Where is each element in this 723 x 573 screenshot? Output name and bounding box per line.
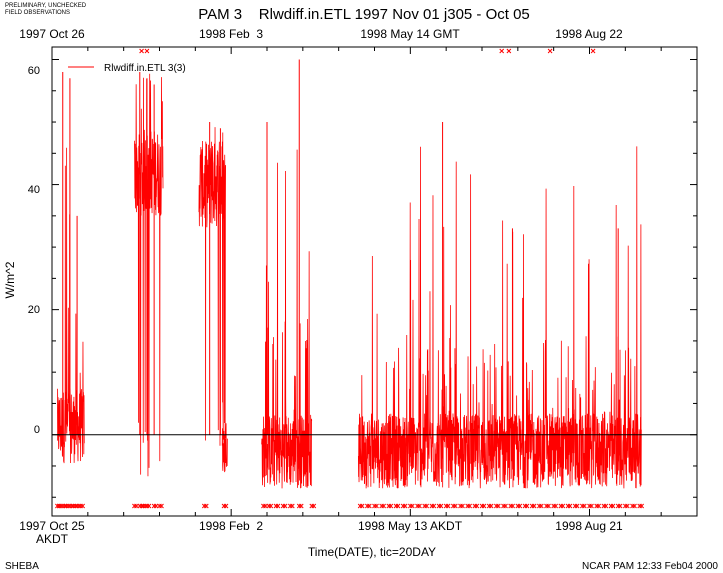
footer-left: SHEBA <box>5 561 39 572</box>
legend-label: Rlwdiff.in.ETL 3(3) <box>104 63 186 74</box>
flag-mark <box>359 503 365 509</box>
flag-mark <box>517 503 523 509</box>
notice-line-1: PRELIMINARY, UNCHECKED <box>5 3 87 9</box>
flag-mark <box>531 503 537 509</box>
flag-mark <box>481 503 487 509</box>
y-tick-label-0: 0 <box>34 424 40 436</box>
flag-mark <box>402 503 408 509</box>
flag-mark <box>203 503 209 509</box>
flag-mark <box>589 503 594 509</box>
flag-mark <box>289 503 295 509</box>
flag-mark <box>366 503 372 509</box>
flag-mark <box>146 503 152 509</box>
y-tick-label-40: 40 <box>28 184 40 196</box>
flag-mark <box>62 503 68 509</box>
flag-mark <box>275 503 281 509</box>
flag-mark <box>134 503 139 509</box>
flag-mark <box>143 503 148 509</box>
flag-mark <box>603 503 609 509</box>
flag-mark <box>639 503 645 509</box>
bottom-timezone-label: AKDT <box>36 532 69 546</box>
flag-mark <box>499 48 505 54</box>
flag-mark <box>311 503 317 509</box>
flag-mark <box>547 48 553 54</box>
flag-mark <box>69 503 75 509</box>
flag-mark <box>510 503 516 509</box>
flag-mark <box>159 503 164 509</box>
series-segment-5 <box>357 146 642 489</box>
flag-mark <box>388 503 394 509</box>
flag-mark <box>438 503 444 509</box>
series-layer <box>56 59 642 489</box>
flag-mark <box>495 503 501 509</box>
flag-mark <box>474 503 480 509</box>
top-tick-label-2: 1998 May 14 GMT <box>360 27 460 41</box>
y-axis-label: W/m^2 <box>3 261 17 298</box>
series-segment-2 <box>198 127 226 446</box>
flag-mark <box>596 503 602 509</box>
flag-mark <box>65 503 71 509</box>
flag-mark <box>374 503 379 509</box>
flag-mark <box>538 503 544 509</box>
series-segment-1 <box>134 73 164 477</box>
flag-mark <box>139 503 145 509</box>
flag-mark <box>460 503 465 509</box>
bottom-tick-label-1: 1998 Feb 2 <box>199 519 263 533</box>
flag-mark <box>610 503 616 509</box>
y-tick-label-60: 60 <box>28 65 40 77</box>
flag-mark <box>560 503 566 509</box>
flag-mark <box>467 503 473 509</box>
tick-layer <box>51 47 698 516</box>
chart-title: PAM 3 Rlwdiff.in.ETL 1997 Nov 01 j305 - … <box>198 6 530 23</box>
flag-mark <box>503 503 508 509</box>
y-tick-label-20: 20 <box>28 304 40 316</box>
flag-mark <box>409 503 415 509</box>
flag-mark <box>223 503 229 509</box>
flag-mark <box>574 503 580 509</box>
flag-mark <box>488 503 494 509</box>
flag-mark <box>417 503 422 509</box>
top-tick-label-0: 1997 Oct 26 <box>19 27 85 41</box>
flag-mark <box>581 503 587 509</box>
footer-right: NCAR PAM 12:33 Feb04 2000 <box>582 561 718 572</box>
flag-mark <box>524 503 530 509</box>
flag-mark <box>395 503 401 509</box>
flag-mark <box>76 503 82 509</box>
bottom-tick-label-0: 1997 Oct 25 <box>19 519 85 533</box>
flag-mark <box>431 503 437 509</box>
flag-mark <box>381 503 387 509</box>
series-segment-4 <box>261 149 313 489</box>
flag-mark <box>617 503 623 509</box>
flag-mark <box>506 48 512 54</box>
flag-mark <box>80 503 86 509</box>
flag-mark <box>424 503 430 509</box>
flag-mark <box>445 503 451 509</box>
flag-mark <box>73 503 78 509</box>
flag-mark <box>139 48 144 54</box>
flag-mark <box>567 503 573 509</box>
flag-mark <box>268 503 274 509</box>
bottom-tick-label-2: 1998 May 13 AKDT <box>358 519 463 533</box>
flag-mark <box>546 503 551 509</box>
flag-layer <box>55 48 645 509</box>
flag-mark <box>263 503 268 509</box>
notice-line-2: FIELD OBSERVATIONS <box>5 10 70 16</box>
flag-mark <box>282 503 288 509</box>
flag-mark <box>144 48 150 54</box>
flag-mark <box>298 503 304 509</box>
flag-mark <box>632 503 637 509</box>
flag-mark <box>590 48 596 54</box>
top-tick-label-1: 1998 Feb 3 <box>199 27 263 41</box>
flag-mark <box>624 503 630 509</box>
series-segment-0 <box>56 147 85 464</box>
flag-mark <box>553 503 559 509</box>
flag-mark <box>58 503 64 509</box>
top-tick-label-3: 1998 Aug 22 <box>555 27 623 41</box>
x-axis-label: Time(DATE), tic=20DAY <box>308 545 436 559</box>
flag-mark <box>153 503 159 509</box>
flag-mark <box>452 503 458 509</box>
bottom-tick-label-3: 1998 Aug 21 <box>555 519 623 533</box>
